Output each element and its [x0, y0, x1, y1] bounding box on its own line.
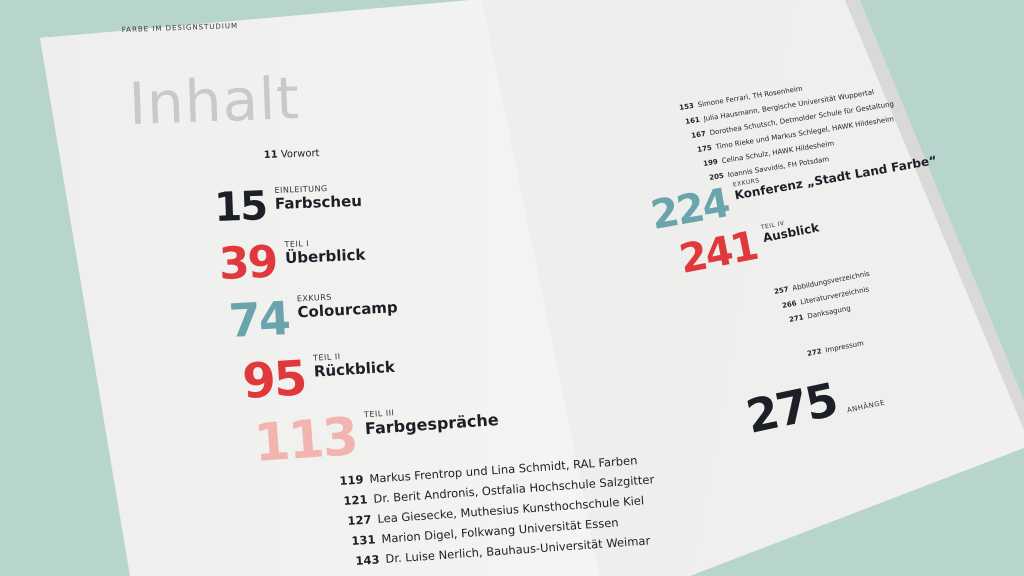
page-title: Inhalt — [127, 64, 301, 138]
toc-section-ueberblick: 39 TEIL I Überblick — [217, 236, 366, 290]
toc-entry-vorwort: 11 Vorwort — [263, 148, 320, 161]
toc-section-farbscheu: 15 EINLEITUNG Farbscheu — [213, 183, 363, 231]
toc-section-colourcamp: 74 EXKURS Colourcamp — [227, 290, 399, 348]
toc-section-rueckblick: 95 TEIL II Rückblick — [240, 350, 396, 410]
